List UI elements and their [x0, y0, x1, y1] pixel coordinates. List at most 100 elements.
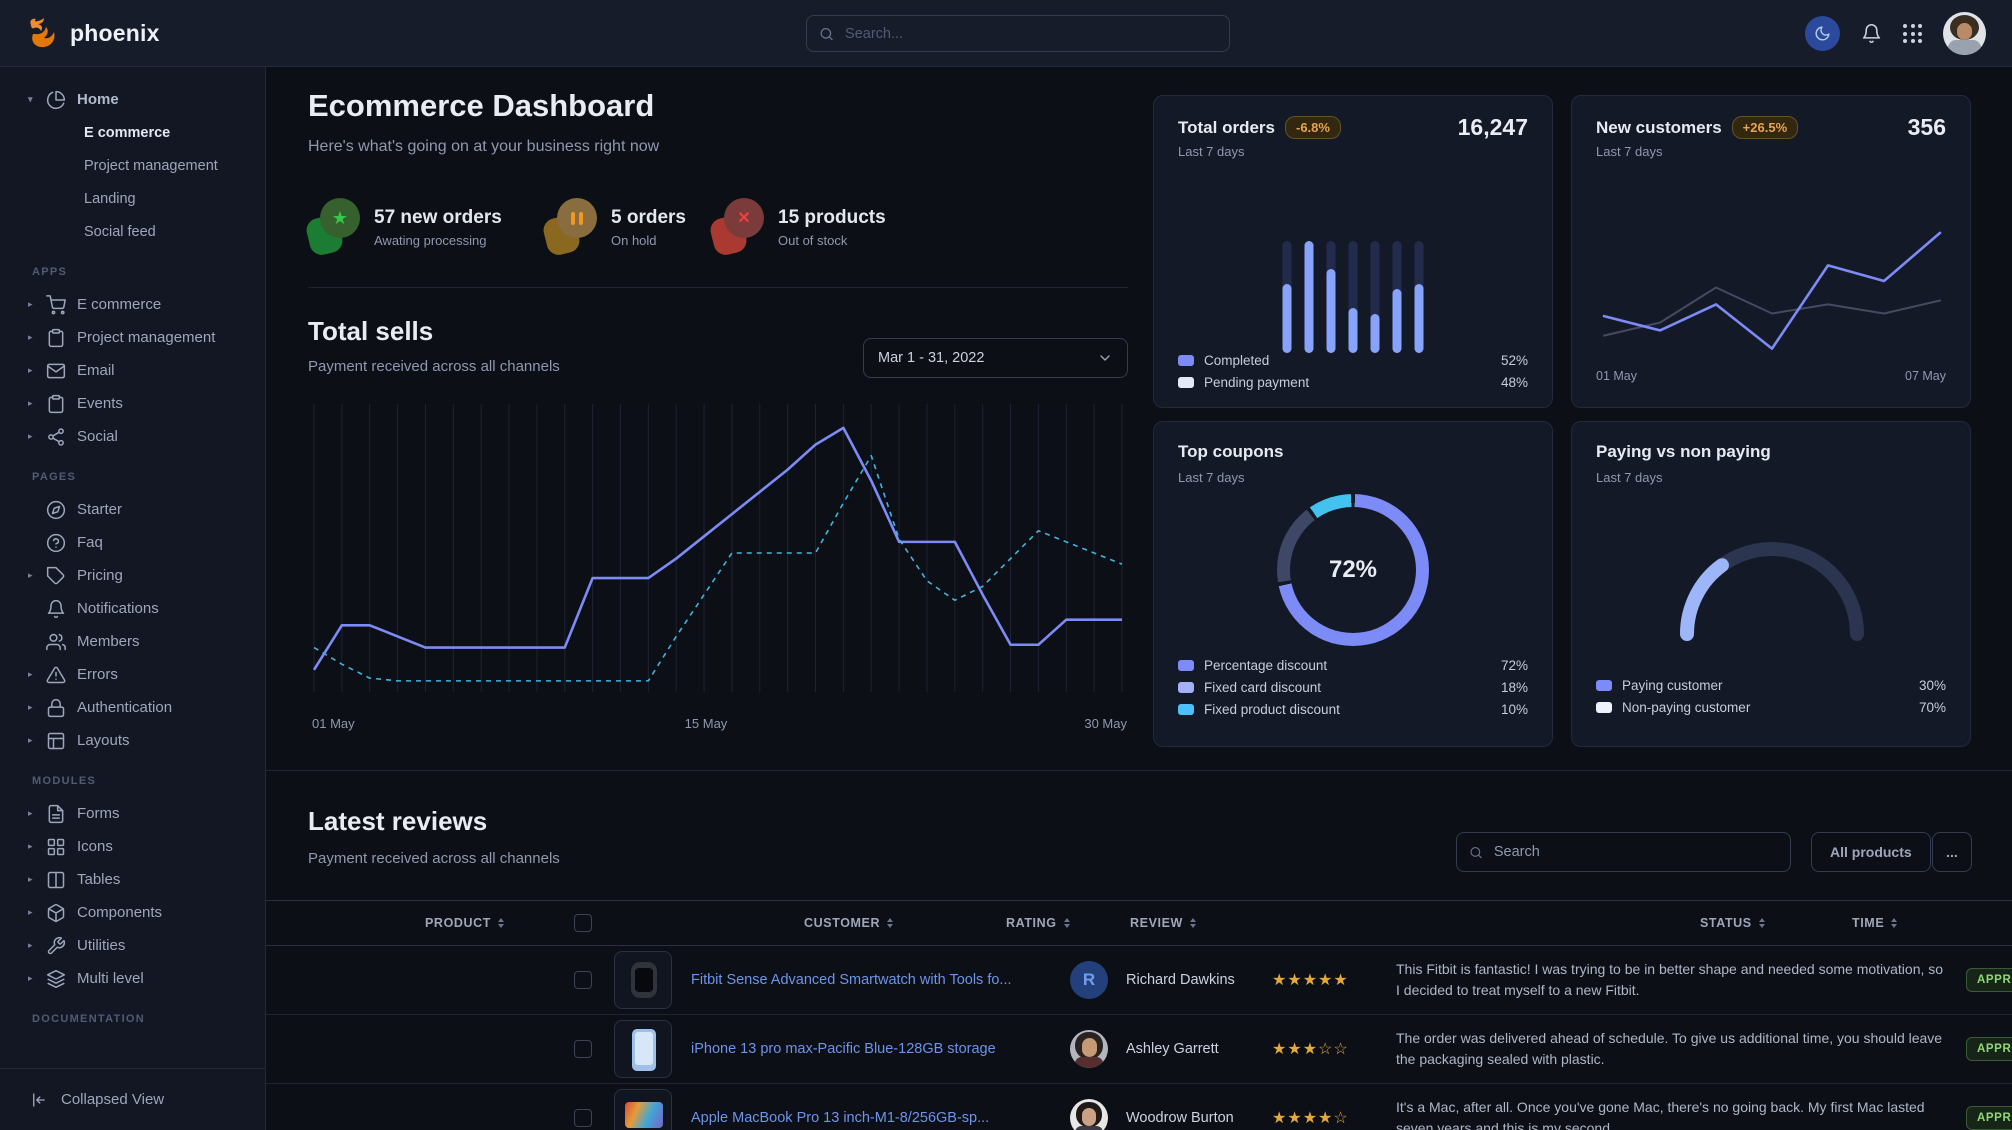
column-header-time[interactable]: TIME	[1852, 916, 1898, 930]
top-coupons-title: Top coupons	[1178, 442, 1284, 461]
global-search[interactable]	[806, 15, 1230, 52]
sidebar-section-label: APPS	[32, 266, 68, 278]
review-text: This Fitbit is fantastic! I was trying t…	[1396, 961, 1944, 998]
top-coupons-donut-chart: 72%	[1277, 494, 1429, 646]
sidebar-item-tables[interactable]: ▸ Tables	[0, 863, 265, 896]
table-row: Fitbit Sense Advanced Smartwatch with To…	[266, 946, 2012, 1015]
column-header-product[interactable]: PRODUCT	[425, 916, 505, 930]
bell-icon	[46, 599, 66, 619]
reviews-more-button[interactable]: ...	[1932, 832, 1972, 872]
sidebar-item-components[interactable]: ▸ Components	[0, 896, 265, 929]
sidebar-item-members[interactable]: Members	[0, 625, 265, 658]
sidebar-subitem-social-feed[interactable]: Social feed	[84, 223, 156, 240]
new-customers-card: New customers +26.5% 356 Last 7 days 01 …	[1571, 95, 1971, 408]
sidebar-item-layouts[interactable]: ▸ Layouts	[0, 724, 265, 757]
sidebar-item-e-commerce[interactable]: ▸ E commerce	[0, 288, 265, 321]
collapse-icon	[30, 1091, 48, 1109]
caret-right-icon: ▸	[28, 299, 33, 309]
column-header-review[interactable]: REVIEW	[1130, 916, 1196, 930]
total-orders-value: 16,247	[1457, 114, 1528, 140]
sidebar-subitem-e-commerce[interactable]: E commerce	[84, 124, 171, 141]
row-checkbox[interactable]	[574, 1109, 592, 1127]
sidebar-item-social[interactable]: ▸ Social	[0, 420, 265, 453]
tool-icon	[46, 936, 66, 956]
column-header-rating[interactable]: RATING	[1006, 916, 1070, 930]
sidebar: ▾ Home E commerce Project management Landing…	[0, 67, 266, 1130]
reviews-search[interactable]	[1456, 832, 1791, 872]
share-icon	[46, 427, 66, 447]
caret-right-icon: ▸	[28, 907, 33, 917]
pie-chart-icon	[46, 90, 66, 110]
stat-subtitle: Awating processing	[374, 232, 487, 248]
sidebar-item-email[interactable]: ▸ Email	[0, 354, 265, 387]
sidebar-item-utilities[interactable]: ▸ Utilities	[0, 929, 265, 962]
sidebar-item-project-management[interactable]: ▸ Project management	[0, 321, 265, 354]
legend-marker	[1178, 660, 1194, 671]
total-sells-chart	[312, 404, 1123, 692]
layout-icon	[46, 731, 66, 751]
legend-item: Fixed card discount 18%	[1178, 680, 1528, 695]
brand-logo[interactable]: phoenix	[26, 16, 160, 50]
sidebar-item-label: Errors	[77, 666, 118, 683]
sidebar-subitem-landing[interactable]: Landing	[84, 190, 136, 207]
sidebar-item-authentication[interactable]: ▸ Authentication	[0, 691, 265, 724]
sidebar-item-errors[interactable]: ▸ Errors	[0, 658, 265, 691]
sidebar-item-label: Tables	[77, 871, 121, 888]
all-products-button[interactable]: All products	[1811, 832, 1931, 872]
dark-mode-toggle[interactable]	[1805, 16, 1840, 51]
collapsed-view-toggle[interactable]: Collapsed View	[0, 1068, 265, 1130]
apps-grid-button[interactable]	[1903, 24, 1922, 43]
review-text: It's a Mac, after all. Once you've gone …	[1396, 1099, 1925, 1130]
compass-icon	[46, 500, 66, 520]
order-bar	[1326, 241, 1336, 353]
row-checkbox[interactable]	[574, 971, 592, 989]
caret-right-icon: ▸	[28, 808, 33, 818]
global-search-input[interactable]	[843, 24, 1217, 43]
sidebar-item-notifications[interactable]: Notifications	[0, 592, 265, 625]
legend-value: 18%	[1500, 680, 1528, 695]
sidebar-item-pricing[interactable]: ▸ Pricing	[0, 559, 265, 592]
customer-avatar	[1070, 1099, 1108, 1130]
sidebar-item-label: Project management	[77, 329, 216, 346]
legend-label: Fixed card discount	[1204, 680, 1322, 695]
stat-pause: 5 orders On hold	[541, 196, 686, 258]
product-link[interactable]: iPhone 13 pro max-Pacific Blue-128GB sto…	[691, 1041, 996, 1057]
sidebar-item-forms[interactable]: ▸ Forms	[0, 797, 265, 830]
order-bar	[1348, 241, 1358, 353]
user-avatar[interactable]	[1943, 12, 1986, 55]
column-header-customer[interactable]: CUSTOMER	[804, 916, 894, 930]
caret-right-icon: ▸	[28, 702, 33, 712]
x-axis-label-start: 01 May	[312, 716, 355, 731]
reviews-search-input[interactable]	[1491, 843, 1778, 861]
sort-icon	[1189, 918, 1196, 928]
sidebar-subitem-project-management[interactable]: Project management	[84, 157, 218, 174]
caret-right-icon: ▸	[28, 365, 33, 375]
brand-name: phoenix	[70, 19, 160, 46]
caret-right-icon: ▸	[28, 735, 33, 745]
total-orders-title: Total orders	[1178, 117, 1275, 137]
stat-title: 57 new orders	[374, 206, 502, 228]
product-link[interactable]: Fitbit Sense Advanced Smartwatch with To…	[691, 972, 1012, 988]
notifications-button[interactable]	[1861, 23, 1882, 44]
date-range-select[interactable]: Mar 1 - 31, 2022	[863, 338, 1128, 378]
row-checkbox[interactable]	[574, 1040, 592, 1058]
cust-axis-start: 01 May	[1596, 369, 1637, 383]
caret-right-icon: ▸	[28, 940, 33, 950]
sort-icon	[1891, 918, 1898, 928]
sidebar-item-multi-level[interactable]: ▸ Multi level	[0, 962, 265, 995]
sidebar-item-events[interactable]: ▸ Events	[0, 387, 265, 420]
sidebar-item-icons[interactable]: ▸ Icons	[0, 830, 265, 863]
sidebar-item-faq[interactable]: Faq	[0, 526, 265, 559]
bell-icon	[1861, 23, 1882, 44]
sidebar-item-home[interactable]: ▾ Home	[0, 83, 265, 116]
moon-icon	[1814, 25, 1831, 42]
select-all-checkbox[interactable]	[574, 914, 592, 932]
product-link[interactable]: Apple MacBook Pro 13 inch-M1-8/256GB-sp.…	[691, 1110, 990, 1126]
sidebar-item-starter[interactable]: Starter	[0, 493, 265, 526]
search-icon	[1469, 845, 1483, 860]
top-navbar: phoenix	[0, 0, 2012, 67]
column-header-status[interactable]: STATUS	[1700, 916, 1765, 930]
search-icon	[819, 26, 834, 42]
paying-period: Last 7 days	[1596, 470, 1663, 485]
review-text: The order was delivered ahead of schedul…	[1396, 1030, 1943, 1067]
